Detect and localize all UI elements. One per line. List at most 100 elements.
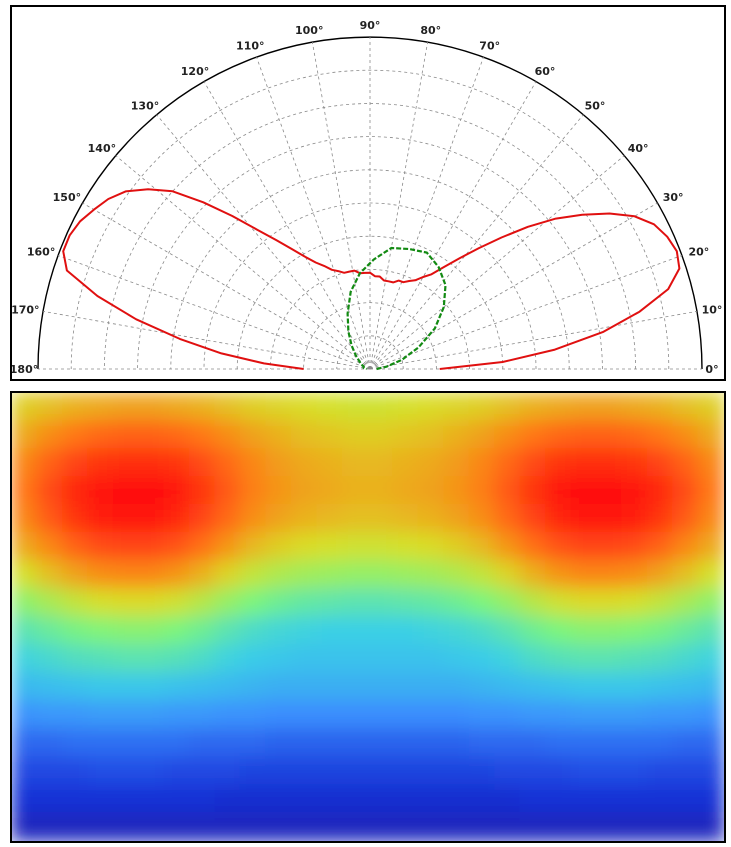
heatmap-cell [468,420,497,450]
heatmap-cell [570,532,598,562]
heatmap-cell [239,700,268,730]
heatmap-cell [570,448,598,478]
heatmap-cell [697,393,724,422]
angle-tick-label: 110° [236,40,264,53]
heatmap [12,393,724,841]
heatmap-cell [468,393,497,422]
heatmap-cell [519,700,547,730]
heatmap-cell [646,588,675,618]
heatmap-cell [163,644,191,674]
angle-tick-label: 0° [705,363,718,376]
heatmap-cell [595,644,624,674]
heatmap-cell [367,448,395,478]
heatmap-cell [316,812,344,841]
heatmap-cell [112,532,141,562]
heatmap-cell [468,644,497,674]
heatmap-cell [392,420,420,450]
heatmap-cell [12,812,39,841]
heatmap-cell [163,504,191,534]
angle-tick-label: 10° [702,303,723,316]
heatmap-cell [12,672,39,702]
heatmap-cell [265,504,293,534]
heatmap-cell [697,728,724,758]
heatmap-cell [189,728,217,758]
heatmap-cell [672,700,700,730]
heatmap-cell [61,532,90,562]
heatmap-cell [112,784,141,814]
heatmap-cell [341,784,369,814]
heatmap-cell [265,588,293,618]
polar-spoke [369,255,683,370]
heatmap-cell [138,420,166,450]
heatmap-cell [87,476,115,506]
heatmap-cell [189,476,217,506]
heatmap-cell [494,420,522,450]
polar-ring [270,269,470,370]
heatmap-cell [189,588,217,618]
polar-spoke [203,81,371,370]
heatmap-cell [392,756,420,786]
heatmap-cell [697,784,724,814]
heatmap-cell [112,393,141,422]
heatmap-cell [595,420,624,450]
heatmap-cell [646,728,675,758]
heatmap-cell [316,420,344,450]
polar-plot: 0° 10° 20° 30° 40° 50° 60° 70° 80° 90° 100° 110° 120… [12,19,723,376]
heatmap-cell [697,700,724,730]
heatmap-cell [341,644,369,674]
heatmap-cell [36,784,64,814]
heatmap-cell [341,700,369,730]
heatmap-cell [570,588,598,618]
heatmap-cell [494,504,522,534]
heatmap-cell [468,476,497,506]
heatmap-cell [519,476,547,506]
heatmap-cell [468,700,497,730]
heatmap-cell [545,756,573,786]
red-series-line [62,188,681,370]
heatmap-cell [672,448,700,478]
heatmap-cell [87,560,115,590]
heatmap-cell [646,504,675,534]
heatmap-cell [392,448,420,478]
heatmap-cell [112,420,141,450]
heatmap-cell [519,588,547,618]
polar-ring [336,335,404,370]
heatmap-cell [112,448,141,478]
heatmap-cell [443,476,471,506]
heatmap-cell [367,812,395,841]
heatmap-cell [697,616,724,646]
heatmap-cell [621,420,649,450]
heatmap-cell [519,560,547,590]
heatmap-cell [595,532,624,562]
heatmap-cell [570,672,598,702]
heatmap-cell [646,476,675,506]
angle-tick-label: 20° [688,245,709,258]
heatmap-cell [697,420,724,450]
heatmap-cell [468,560,497,590]
heatmap-cell [468,672,497,702]
heatmap-cell [138,476,166,506]
heatmap-cell [545,476,573,506]
heatmap-cell [519,756,547,786]
heatmap-cell [214,644,242,674]
heatmap-cell [392,393,420,422]
heatmap-cell [621,560,649,590]
heatmap-cell [417,672,446,702]
heatmap-cell [595,784,624,814]
heatmap-cell [494,588,522,618]
heatmap-cell [672,784,700,814]
heatmap-cell [61,700,90,730]
heatmap-cell [316,588,344,618]
heatmap-cell [239,448,268,478]
heatmap-cell [646,700,675,730]
heatmap-cell [61,448,90,478]
heatmap-cell [87,728,115,758]
heatmap-cell [417,504,446,534]
heatmap-cell [417,393,446,422]
angle-tick-label: 70° [479,40,500,53]
heatmap-cell [443,420,471,450]
heatmap-cell [61,756,90,786]
heatmap-cell [87,672,115,702]
heatmap-cell [138,756,166,786]
heatmap-cell [341,588,369,618]
